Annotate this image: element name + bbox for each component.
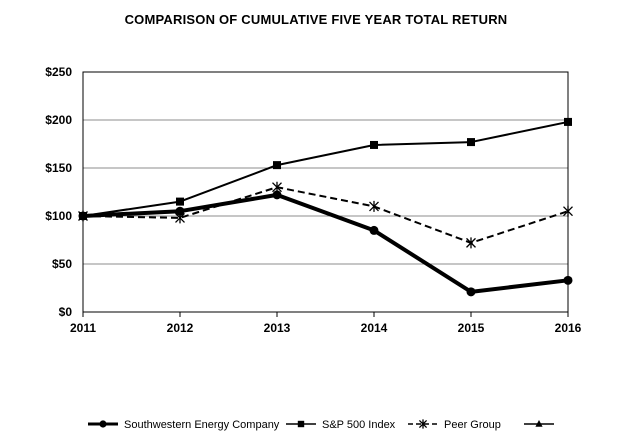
data-point-southwestern-energy-company xyxy=(563,275,573,285)
data-point-s-p-500-index xyxy=(273,161,281,170)
data-point-peer-group xyxy=(369,200,379,212)
data-point-southwestern-energy-company xyxy=(175,206,185,216)
series-layer xyxy=(78,117,573,297)
data-point-southwestern-energy-company xyxy=(466,287,476,297)
legend-marker xyxy=(535,420,543,427)
series-line-peer-group xyxy=(82,186,569,244)
data-point-s-p-500-index xyxy=(467,138,475,147)
x-tick-label: 2013 xyxy=(264,321,291,335)
x-tick-label: 2015 xyxy=(458,321,485,335)
legend-marker xyxy=(418,419,428,429)
data-point-southwestern-energy-company xyxy=(369,225,379,235)
x-tick-label: 2016 xyxy=(555,321,582,335)
chart-title: COMPARISON OF CUMULATIVE FIVE YEAR TOTAL… xyxy=(124,12,508,27)
data-point-s-p-500-index xyxy=(564,117,572,126)
data-point-peer-group xyxy=(466,237,476,249)
legend-label: Southwestern Energy Company xyxy=(124,419,280,431)
series-line-s-p-500-index xyxy=(82,120,569,217)
axis-layer: $0 $50 $100 $150 $200 $250 2011 2012 2013 2014 201… xyxy=(45,65,581,335)
y-tick-label: $250 xyxy=(45,65,72,79)
plot-frame xyxy=(82,71,569,313)
x-tick-label: 2014 xyxy=(361,321,388,335)
legend-label: S&P 500 Index xyxy=(322,419,396,431)
legend-marker xyxy=(297,420,305,428)
x-tick-label: 2012 xyxy=(167,321,194,335)
legend-marker xyxy=(99,420,107,428)
x-tick-label: 2011 xyxy=(70,321,96,335)
data-point-peer-group xyxy=(563,205,573,217)
legend: Southwestern Energy Company S&P 500 Index… xyxy=(88,419,554,431)
data-point-peer-group xyxy=(175,212,185,224)
legend-label: Peer Group xyxy=(444,419,501,431)
y-tick-label: $0 xyxy=(59,305,73,319)
data-point-s-p-500-index xyxy=(176,197,184,206)
y-tick-label: $150 xyxy=(45,161,72,175)
data-point-peer-group xyxy=(78,210,88,222)
series-line-southwestern-energy-company xyxy=(82,192,569,294)
y-tick-label: $50 xyxy=(52,257,72,271)
y-tick-label: $100 xyxy=(45,209,72,223)
data-point-s-p-500-index xyxy=(370,140,378,149)
grid-layer xyxy=(83,71,568,265)
data-point-southwestern-energy-company xyxy=(272,190,282,200)
y-tick-label: $200 xyxy=(45,113,72,127)
data-point-peer-group xyxy=(272,181,282,193)
